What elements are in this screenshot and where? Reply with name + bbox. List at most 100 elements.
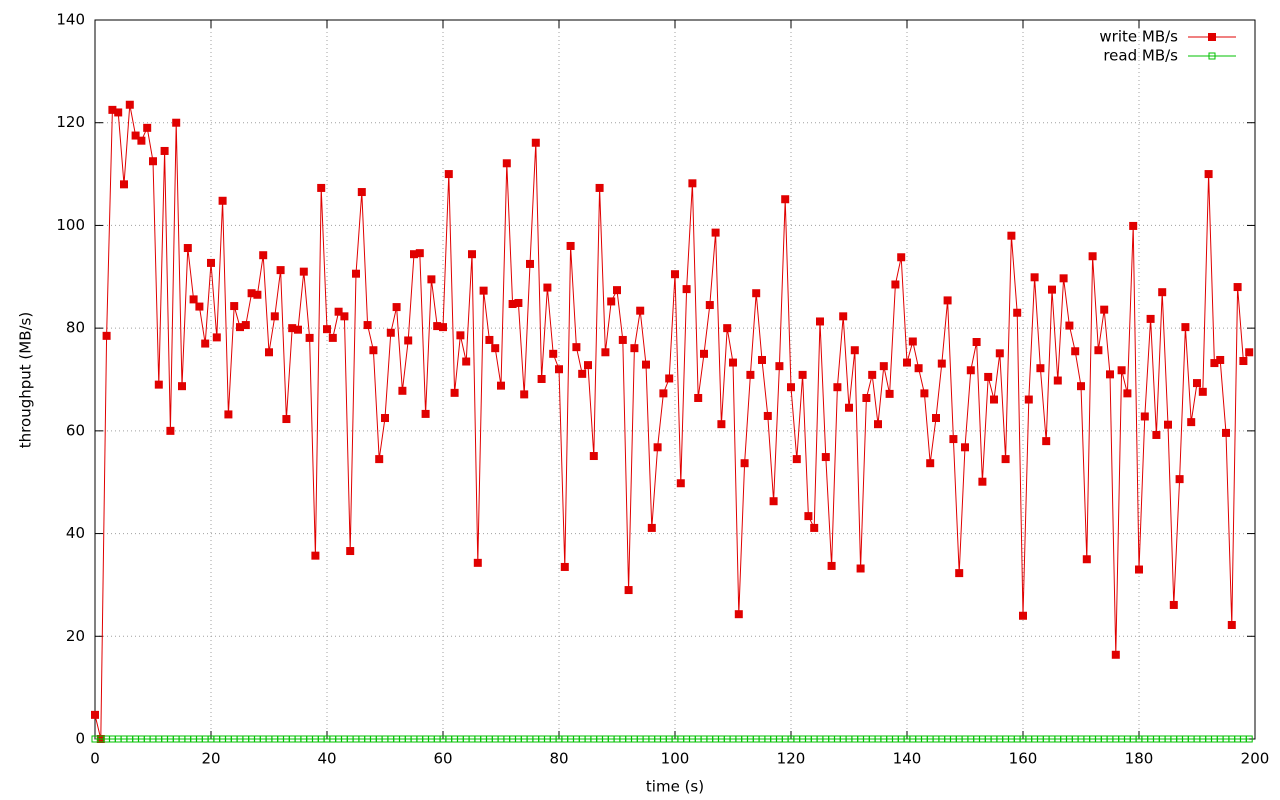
data-point <box>705 301 714 310</box>
data-point <box>798 370 807 379</box>
data-point <box>520 390 529 399</box>
data-point <box>595 183 604 192</box>
data-point <box>212 333 221 342</box>
data-point <box>421 409 430 418</box>
data-point <box>653 443 662 452</box>
data-point <box>1193 379 1201 388</box>
data-point <box>456 331 465 340</box>
data-point <box>862 393 871 402</box>
x-tick-label: 60 <box>433 750 452 768</box>
data-point <box>259 251 268 260</box>
data-point <box>717 420 726 429</box>
data-point <box>827 561 836 570</box>
data-point <box>1094 346 1103 355</box>
data-point <box>560 562 569 571</box>
data-point <box>891 280 900 289</box>
data-point <box>885 389 894 398</box>
y-tick-label: 40 <box>66 524 85 542</box>
data-point <box>1169 600 1178 609</box>
x-axis-label: time (s) <box>646 778 704 796</box>
data-point <box>1001 455 1010 464</box>
data-point <box>1175 475 1184 484</box>
data-point <box>787 383 795 392</box>
data-point <box>949 435 958 444</box>
data-point <box>323 325 331 334</box>
data-point <box>282 415 291 424</box>
data-point <box>868 370 877 379</box>
data-point <box>1204 170 1213 179</box>
data-point <box>462 357 471 366</box>
data-point <box>636 306 645 315</box>
data-point <box>549 349 558 358</box>
data-point <box>1048 285 1056 294</box>
data-point <box>502 159 511 168</box>
legend-marker <box>1208 33 1216 41</box>
data-point <box>723 324 732 333</box>
data-point <box>903 358 911 367</box>
data-point <box>1077 382 1085 391</box>
data-point <box>1071 347 1080 356</box>
data-point <box>618 335 627 344</box>
data-point <box>995 349 1004 358</box>
data-point <box>334 307 343 316</box>
y-tick-label: 140 <box>56 11 85 29</box>
x-tick-label: 40 <box>317 750 336 768</box>
data-point <box>479 286 488 295</box>
data-point <box>845 403 853 412</box>
data-point <box>630 344 639 353</box>
data-point <box>1216 355 1225 364</box>
data-point <box>1007 231 1016 240</box>
data-point <box>932 414 940 423</box>
data-point <box>746 370 755 379</box>
data-point <box>1100 305 1109 314</box>
data-point <box>792 455 801 464</box>
data-point <box>543 283 552 292</box>
data-point <box>607 297 616 306</box>
data-point <box>1042 437 1051 446</box>
data-point <box>688 179 697 188</box>
data-point <box>781 195 790 204</box>
data-point <box>955 569 964 578</box>
y-tick-label: 120 <box>56 113 85 131</box>
y-tick-label: 20 <box>66 627 85 645</box>
data-point <box>856 564 865 573</box>
data-point <box>839 312 848 321</box>
data-point <box>1140 412 1149 421</box>
data-point <box>816 317 824 326</box>
data-point <box>1123 389 1132 398</box>
data-point <box>294 325 302 334</box>
legend-label: read MB/s <box>1103 47 1178 65</box>
data-point <box>729 358 737 367</box>
data-point <box>154 380 163 389</box>
data-point <box>769 497 778 506</box>
data-point <box>740 459 749 468</box>
data-point <box>1024 395 1033 404</box>
data-point <box>1146 314 1155 323</box>
data-point <box>381 414 389 423</box>
legend-marker <box>1208 52 1216 60</box>
data-point <box>131 131 140 140</box>
data-point <box>1053 376 1062 385</box>
data-point <box>265 348 273 357</box>
x-tick-label: 160 <box>1009 750 1038 768</box>
data-point <box>601 348 610 357</box>
data-point <box>897 253 906 262</box>
data-point <box>1181 323 1190 332</box>
data-point <box>473 558 482 567</box>
data-point <box>427 275 436 284</box>
data-point <box>386 328 395 337</box>
data-point <box>694 393 703 402</box>
data-point <box>450 388 459 397</box>
data-point <box>647 523 656 532</box>
data-point <box>125 100 134 109</box>
data-point <box>1111 650 1120 659</box>
data-point <box>468 250 476 259</box>
data-point <box>1129 221 1138 230</box>
data-point <box>1117 366 1126 375</box>
data-point <box>398 386 407 395</box>
data-point <box>810 523 819 532</box>
data-point <box>984 372 993 381</box>
data-point <box>537 374 546 383</box>
data-point <box>926 459 935 468</box>
